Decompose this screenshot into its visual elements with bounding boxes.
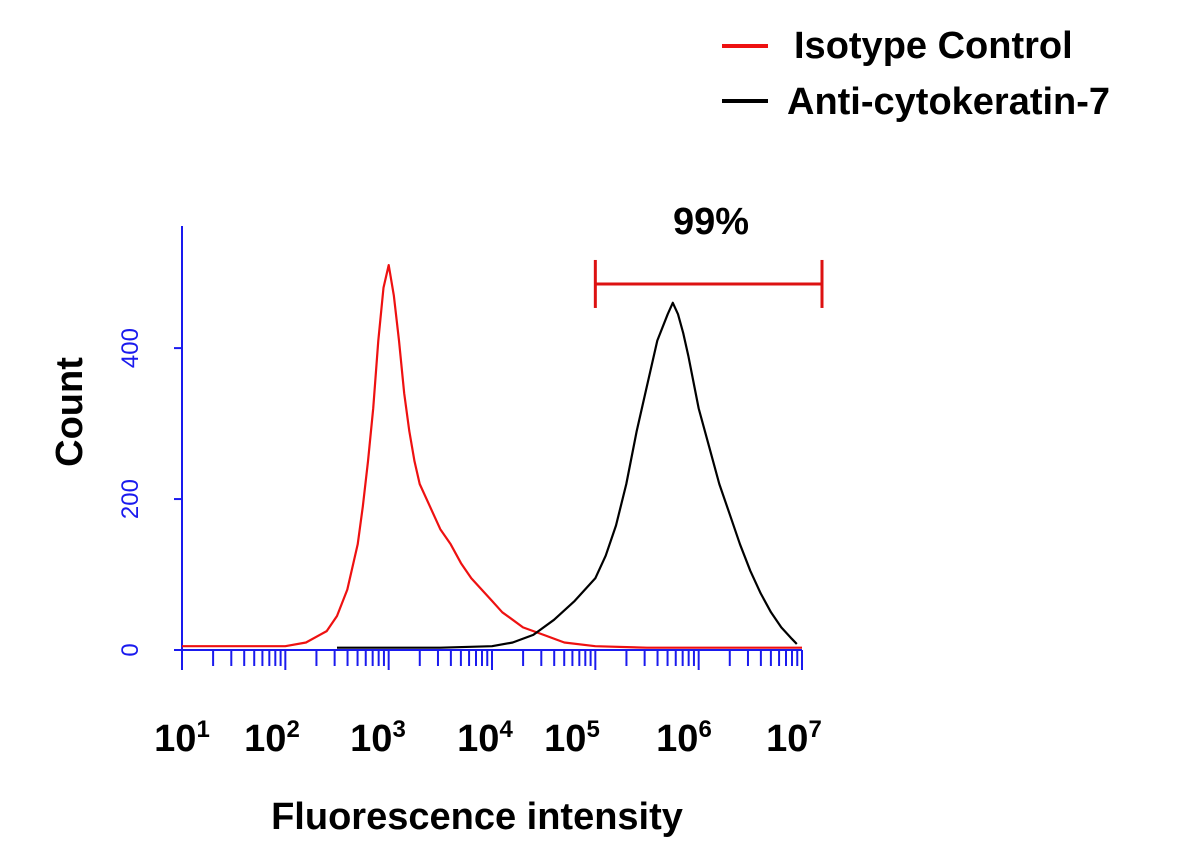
gate-annotation: 99% <box>593 201 824 308</box>
legend-label-anti-cytokeratin-7: Anti-cytokeratin-7 <box>787 81 1110 123</box>
y-axis-title: Count <box>49 357 91 467</box>
gate-percentage-label: 99% <box>673 201 749 243</box>
x-tick-label-10e5: 105 <box>544 716 600 760</box>
series-line-anti-cytokeratin-7 <box>337 301 798 649</box>
series-group <box>182 264 802 649</box>
x-tick-label-10e3: 103 <box>350 716 406 760</box>
x-tick-label-10e4: 104 <box>457 716 513 760</box>
x-tick-label-10e7: 107 <box>766 716 822 760</box>
x-tick-label-10e6: 106 <box>656 716 712 760</box>
x-tick-label-10e2: 102 <box>244 716 300 760</box>
y-tick-label-400: 400 <box>117 328 144 368</box>
x-axis-tick-labels: 101 102 103 104 105 106 107 <box>154 716 822 760</box>
legend: Isotype Control Anti-cytokeratin-7 <box>722 25 1110 123</box>
y-tick-label-200: 200 <box>117 479 144 519</box>
legend-label-isotype-control: Isotype Control <box>794 25 1073 67</box>
x-axis-minor-ticks <box>181 650 803 670</box>
x-tick-label-10e1: 101 <box>154 716 210 760</box>
y-tick-label-0: 0 <box>117 643 144 656</box>
x-axis-title: Fluorescence intensity <box>271 796 683 838</box>
y-axis-ticks: 0 200 400 <box>117 328 182 657</box>
